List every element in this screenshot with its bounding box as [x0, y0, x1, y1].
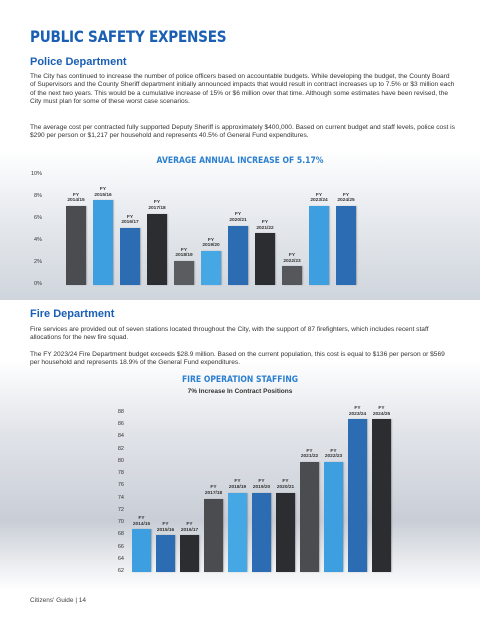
bar: [300, 461, 319, 572]
bar: [309, 205, 329, 285]
x-tick-label: FY 2019/20: [202, 237, 220, 249]
bar: [156, 535, 175, 572]
footer: Citizens' Guide | 14: [30, 597, 87, 604]
x-tick-label: FY 2022/23: [283, 253, 301, 264]
bar: [93, 200, 113, 285]
x-tick-label: FY 2018/19: [228, 479, 247, 490]
chart-title: AVERAGE ANNUAL INCREASE OF 5.17%: [156, 156, 324, 166]
y-tick-label: 0%: [34, 281, 42, 287]
x-tick-label: FY 2018/19: [175, 247, 193, 259]
x-tick-label: FY 2019/20: [252, 479, 271, 490]
x-tick-label: FY 2020/21: [229, 212, 247, 224]
bar: [348, 419, 367, 572]
bar: [282, 266, 302, 285]
fire-paragraph: The FY 2023/24 Fire Department budget ex…: [30, 351, 445, 367]
bar: [252, 492, 271, 572]
bar: [324, 461, 343, 572]
y-tick-label: 82: [117, 445, 124, 452]
x-tick-label: FY 2016/17: [121, 214, 139, 226]
y-tick-label: 6%: [34, 215, 42, 221]
x-tick-label: FY 2021/22: [300, 448, 319, 460]
x-tick-label: FY 2014/15: [67, 192, 85, 204]
x-tick-label: FY 2014/15: [132, 516, 151, 527]
y-tick-label: 86: [117, 421, 124, 428]
y-tick-label: 8%: [34, 193, 42, 199]
x-tick-label: FY 2015/16: [94, 187, 112, 198]
y-tick-label: 62: [117, 568, 124, 574]
bar: [66, 205, 86, 285]
bar: [204, 498, 223, 572]
bar: [372, 419, 391, 572]
page-title: PUBLIC SAFETY EXPENSES: [30, 27, 227, 46]
x-tick-label: FY 2021/22: [256, 220, 274, 231]
x-tick-label: FY 2024/25: [337, 192, 355, 204]
bar: [180, 535, 199, 572]
bar: [174, 260, 194, 285]
x-tick-label: FY 2023/24: [348, 405, 367, 417]
police-heading: Police Department: [30, 56, 127, 68]
y-tick-label: 66: [117, 543, 124, 550]
y-tick-label: 72: [117, 506, 124, 513]
x-tick-label: FY 2022/23: [324, 448, 343, 460]
fire-heading: Fire Department: [30, 308, 115, 320]
y-tick-label: 80: [117, 457, 124, 464]
y-tick-label: 70: [117, 519, 124, 526]
bar: [132, 529, 151, 572]
x-tick-label: FY 2024/25: [372, 405, 391, 417]
y-tick-label: 74: [117, 494, 124, 501]
x-tick-label: FY 2023/24: [310, 192, 328, 204]
y-tick-label: 88: [117, 409, 124, 415]
y-tick-label: 76: [117, 482, 124, 489]
bar: [228, 225, 248, 285]
bar: [255, 233, 275, 285]
bar: [147, 213, 167, 285]
y-tick-label: 10%: [30, 171, 42, 177]
police-paragraph: The City has continued to increase the n…: [30, 73, 455, 106]
x-tick-label: FY 2015/16: [156, 522, 175, 533]
y-tick-label: 64: [117, 555, 124, 562]
chart-title: FIRE OPERATION STAFFING: [181, 375, 299, 385]
y-tick-label: 68: [117, 531, 124, 538]
y-tick-label: 84: [117, 433, 124, 440]
bar: [120, 227, 140, 285]
bar: [276, 492, 295, 572]
y-tick-label: 2%: [34, 259, 42, 265]
y-tick-label: 4%: [34, 237, 42, 243]
bar: [201, 250, 221, 285]
bar: [228, 492, 247, 572]
bar: [336, 205, 356, 285]
x-tick-label: FY 2017/18: [148, 200, 166, 211]
x-tick-label: FY 2016/17: [180, 522, 199, 533]
x-tick-label: FY 2020/21: [276, 479, 295, 490]
police-paragraph: The average cost per contracted fully su…: [30, 124, 455, 140]
chart-subtitle: 7% Increase In Contract Positions: [187, 388, 293, 395]
x-tick-label: FY 2017/18: [204, 485, 223, 497]
y-tick-label: 78: [117, 470, 124, 477]
fire-paragraph: Fire services are provided out of seven …: [30, 326, 429, 342]
